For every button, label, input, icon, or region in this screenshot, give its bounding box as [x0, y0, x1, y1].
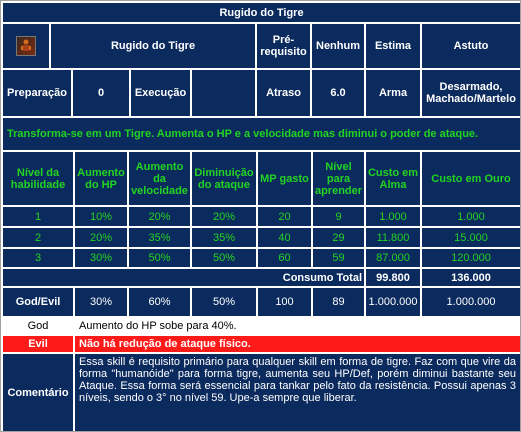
table-cell: 2	[3, 228, 73, 247]
arma-label: Arma	[366, 70, 420, 116]
table-cell: 60	[258, 249, 311, 267]
atraso-label: Atraso	[257, 70, 310, 116]
atraso-value: 6.0	[312, 70, 364, 116]
skill-summary: Transforma-se em um Tigre. Aumenta o HP …	[3, 118, 520, 150]
table-cell: 10%	[75, 207, 127, 226]
total-alma: 99.800	[366, 269, 420, 286]
table-cell: 3	[3, 249, 73, 267]
table-cell: 30%	[75, 249, 127, 267]
table-cell: 1.000	[366, 207, 420, 226]
header-nivel-aprender: Nível para aprender	[313, 152, 364, 205]
god-text: Aumento do HP sobe para 40%.	[75, 318, 520, 334]
prerequisito-label: Pré-requisito	[257, 24, 310, 68]
execucao-value	[192, 70, 255, 116]
godevil-alma: 1.000.000	[366, 288, 420, 316]
table-cell: 11.800	[366, 228, 420, 247]
table-cell: 50%	[192, 249, 256, 267]
table-cell: 1	[3, 207, 73, 226]
godevil-hp: 30%	[75, 288, 127, 316]
tiger-icon	[16, 36, 36, 56]
table-cell: 20	[258, 207, 311, 226]
godevil-velocidade: 60%	[129, 288, 190, 316]
header-nivel-habilidade: Nível da habilidade	[3, 152, 73, 205]
table-cell: 29	[313, 228, 364, 247]
table-cell: 35%	[129, 228, 190, 247]
table-cell: 59	[313, 249, 364, 267]
table-cell: 20%	[192, 207, 256, 226]
comentario-text: Essa skill é requisito primário para qua…	[75, 354, 520, 431]
evil-label: Evil	[3, 336, 73, 352]
astuto-label: Astuto	[422, 24, 520, 68]
table-cell: 9	[313, 207, 364, 226]
preparacao-label: Preparação	[3, 70, 71, 116]
table-cell: 35%	[192, 228, 256, 247]
header-diminuicao-ataque: Diminuição do ataque	[192, 152, 256, 205]
godevil-nivel: 89	[313, 288, 364, 316]
comentario-label: Comentário	[3, 354, 73, 431]
tiger-icon-graphic	[21, 39, 31, 51]
table-cell: 50%	[129, 249, 190, 267]
skill-icon-cell	[3, 24, 49, 68]
prerequisito-value: Nenhum	[312, 24, 364, 68]
table-cell: 120.000	[422, 249, 520, 267]
header-aumento-velocidade: Aumento da velocidade	[129, 152, 190, 205]
total-ouro: 136.000	[422, 269, 520, 286]
header-aumento-hp: Aumento do HP	[75, 152, 127, 205]
skill-name: Rugido do Tigre	[51, 24, 255, 68]
header-custo-alma: Custo em Alma	[366, 152, 420, 205]
godevil-label: God/Evil	[3, 288, 73, 316]
header-custo-ouro: Custo em Ouro	[422, 152, 520, 205]
godevil-ouro: 1.000.000	[422, 288, 520, 316]
header-mp-gasto: MP gasto	[258, 152, 311, 205]
table-cell: 40	[258, 228, 311, 247]
table-cell: 87.000	[366, 249, 420, 267]
preparacao-value: 0	[73, 70, 129, 116]
table-cell: 1.000	[422, 207, 520, 226]
table-cell: 15.000	[422, 228, 520, 247]
execucao-label: Execução	[131, 70, 190, 116]
evil-text: Não há redução de ataque físico.	[75, 336, 520, 352]
arma-value: Desarmado, Machado/Martelo	[422, 70, 520, 116]
table-cell: 20%	[129, 207, 190, 226]
estima-label: Estima	[366, 24, 420, 68]
page-title: Rugido do Tigre	[3, 3, 520, 22]
total-label: Consumo Total	[3, 269, 364, 286]
godevil-ataque: 50%	[192, 288, 256, 316]
table-cell: 20%	[75, 228, 127, 247]
godevil-mp: 100	[258, 288, 311, 316]
god-label: God	[3, 318, 73, 334]
